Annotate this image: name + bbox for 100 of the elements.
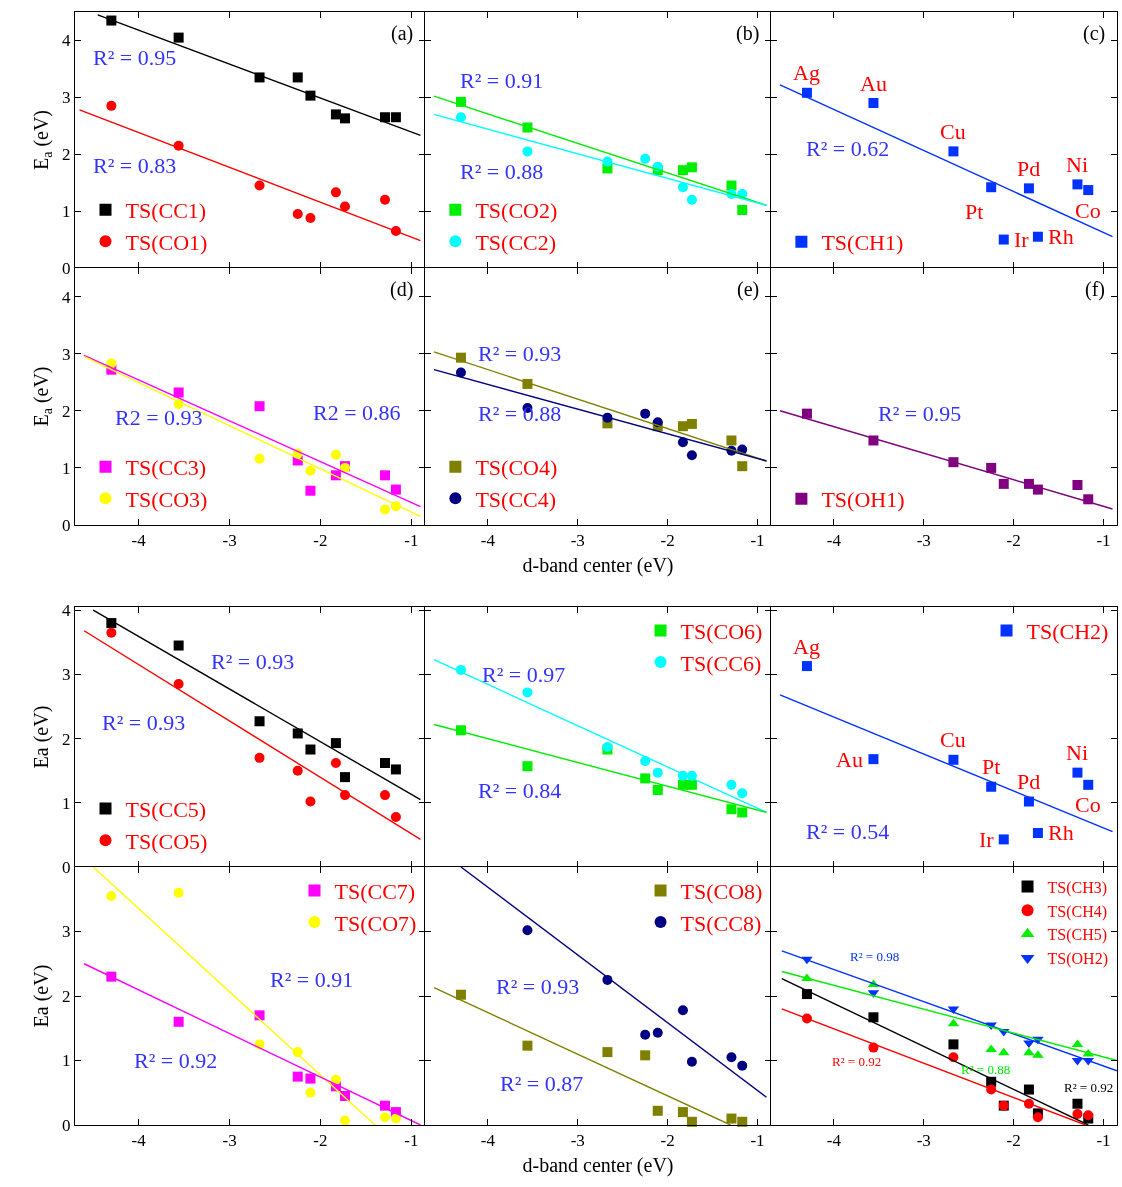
annotation: Ag: [793, 634, 820, 659]
point: [677, 1005, 688, 1016]
annotation: Cu: [940, 119, 966, 144]
y-tick-label: 4: [62, 287, 72, 307]
point: [340, 1115, 350, 1126]
annotation: R2 = 0.86: [313, 400, 401, 425]
annotation: R² = 0.93: [102, 710, 186, 735]
legend-label: TS(CO8): [680, 878, 763, 904]
point: [868, 1012, 879, 1023]
point: [305, 1073, 316, 1084]
annotation: R² = 0.95: [878, 401, 962, 426]
point: [686, 194, 697, 205]
x-tick-label: -1: [404, 1131, 419, 1151]
annotation: Ni: [1066, 740, 1088, 765]
y-tick-label: 2: [62, 145, 71, 165]
point: [292, 208, 303, 219]
point: [686, 418, 697, 429]
point: [737, 461, 748, 472]
point: [305, 744, 316, 755]
point: [390, 112, 401, 123]
legend-label: TS(CC1): [125, 198, 207, 224]
point: [254, 453, 265, 464]
point: [173, 640, 184, 651]
annotation: R² = 0.95: [93, 45, 177, 70]
point: [998, 478, 1009, 489]
point: [986, 781, 997, 792]
x-tick-label: -2: [313, 531, 328, 551]
point: [254, 180, 265, 191]
x-tick-label: -3: [916, 531, 931, 551]
point: [390, 764, 401, 775]
x-tick-label: -3: [916, 1131, 931, 1151]
point: [390, 811, 401, 822]
y-tick-label: 3: [62, 665, 71, 685]
annotation: R² = 0.91: [270, 967, 354, 992]
point: [340, 201, 350, 212]
point: [726, 804, 737, 815]
y-tick-label: 4: [62, 31, 72, 51]
point: [640, 756, 651, 767]
point: [1083, 185, 1094, 196]
x-tick-label: -3: [222, 531, 237, 551]
annotation: Pd: [1017, 769, 1041, 794]
legend-label: TS(CH2): [1026, 618, 1109, 644]
point: [737, 1060, 748, 1071]
x-tick-label: -2: [1006, 531, 1021, 551]
point: [737, 204, 748, 215]
annotation: Rh: [1048, 224, 1074, 249]
point: [726, 435, 737, 446]
legend-label: TS(CO3): [125, 486, 208, 512]
legend-label: TS(CC7): [334, 878, 416, 904]
x-tick-label: -1: [750, 1131, 765, 1151]
annotation: R2 = 0.93: [115, 405, 203, 430]
point: [1072, 179, 1083, 190]
annotation: R² = 0.62: [806, 136, 890, 161]
annotation: R² = 0.92: [1064, 1080, 1114, 1095]
point: [522, 1040, 533, 1051]
annotation: R² = 0.91: [460, 68, 544, 93]
point: [292, 72, 303, 83]
x-tick-label: -3: [570, 531, 585, 551]
legend-label: TS(OH2): [1047, 950, 1108, 969]
point: [868, 754, 879, 765]
x-tick-label: -2: [660, 531, 675, 551]
point: [686, 1116, 697, 1127]
point: [380, 790, 390, 801]
annotation: (c): [1083, 22, 1106, 45]
x-tick-label: -2: [1006, 1131, 1021, 1151]
annotation: R² = 0.87: [500, 1071, 584, 1096]
y-axis-title: Ea (eV): [29, 964, 53, 1028]
point: [330, 738, 341, 749]
y-tick-label: 1: [62, 202, 71, 222]
x-tick-label: -1: [1096, 531, 1111, 551]
point: [986, 462, 997, 473]
y-tick-label: 2: [62, 729, 71, 749]
annotation: R² = 0.88: [478, 401, 562, 426]
point: [292, 765, 303, 776]
point: [640, 408, 651, 419]
point: [330, 758, 341, 768]
point: [522, 761, 533, 772]
point: [686, 779, 697, 790]
annotation: Ag: [793, 60, 820, 85]
annotation: R² = 0.97: [482, 662, 566, 687]
point: [330, 449, 341, 460]
point: [380, 504, 390, 515]
legend-label: TS(CO1): [125, 229, 208, 255]
point: [677, 437, 688, 448]
legend-label: TS(CC5): [125, 797, 207, 823]
point: [1023, 1084, 1034, 1095]
annotation: R² = 0.88: [460, 159, 544, 184]
y-tick-label: 0: [62, 857, 71, 877]
annotation: Co: [1075, 198, 1101, 223]
point: [868, 98, 879, 109]
annotation: Pd: [1017, 156, 1041, 181]
y-tick-label: 1: [62, 458, 71, 478]
x-tick-label: -4: [480, 531, 496, 551]
point: [726, 1052, 737, 1063]
point: [380, 470, 390, 481]
point: [455, 989, 466, 1000]
point: [726, 1113, 737, 1124]
annotation: Au: [860, 71, 887, 96]
point: [106, 100, 117, 111]
point: [380, 1112, 390, 1123]
